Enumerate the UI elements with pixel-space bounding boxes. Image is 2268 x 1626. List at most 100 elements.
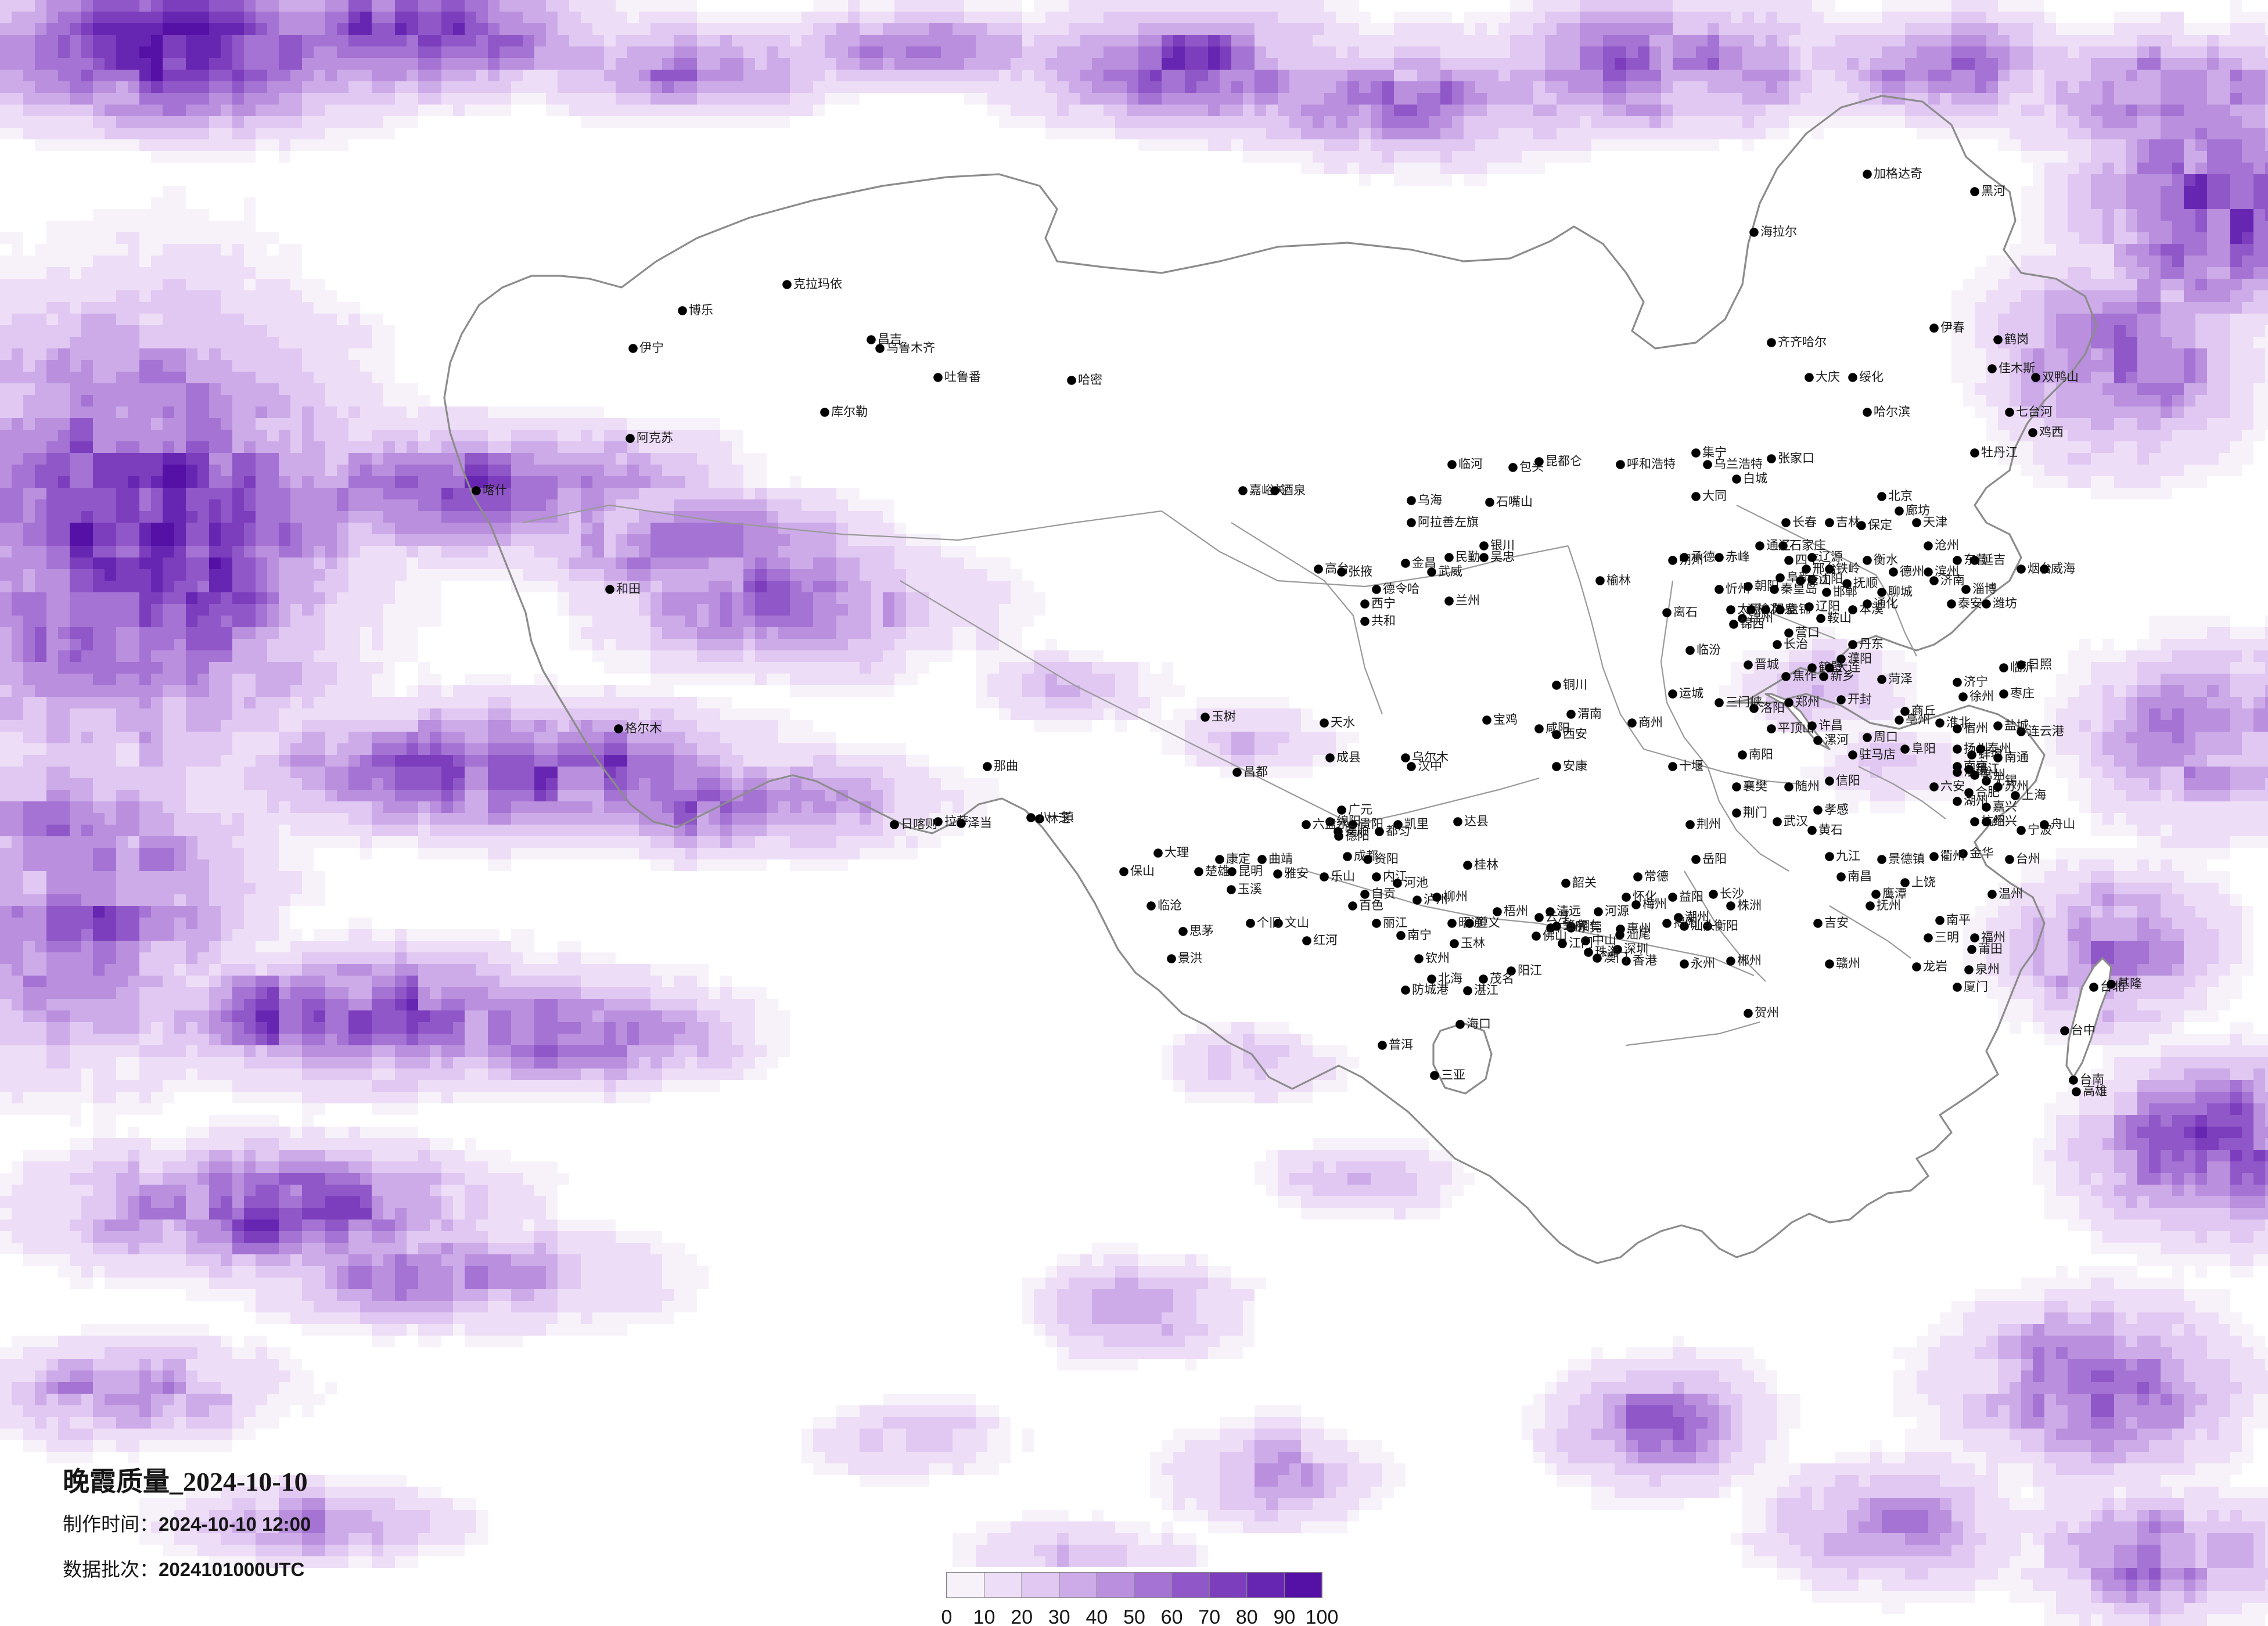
svg-text:盐城: 盐城 [2004, 719, 2029, 732]
svg-text:雅安: 雅安 [1284, 867, 1309, 880]
svg-text:营口: 营口 [1795, 626, 1820, 639]
svg-text:洛阳: 洛阳 [1760, 702, 1785, 715]
svg-text:莆田: 莆田 [1978, 942, 2003, 956]
svg-text:台南: 台南 [2080, 1073, 2104, 1087]
svg-text:北京: 北京 [1888, 490, 1913, 503]
svg-text:临汾: 临汾 [1696, 643, 1721, 657]
svg-text:荆州: 荆州 [1696, 818, 1721, 831]
svg-text:温州: 温州 [1999, 887, 2023, 901]
svg-text:茂名: 茂名 [1490, 972, 1514, 985]
svg-text:赤峰: 赤峰 [1726, 551, 1750, 564]
svg-text:延吉: 延吉 [1981, 553, 2005, 567]
svg-text:秦皇岛: 秦皇岛 [1781, 582, 1817, 596]
svg-text:铜川: 铜川 [1563, 678, 1587, 692]
svg-text:龙岩: 龙岩 [1923, 960, 1947, 973]
svg-text:伊宁: 伊宁 [639, 341, 664, 355]
svg-text:榆林: 榆林 [1606, 574, 1631, 587]
svg-text:乌海: 乌海 [1418, 494, 1442, 507]
svg-text:常德: 常德 [1644, 870, 1669, 883]
svg-text:基隆: 基隆 [2118, 977, 2142, 991]
svg-text:楚雄: 楚雄 [1205, 865, 1230, 878]
svg-text:高雄: 高雄 [2083, 1085, 2107, 1098]
svg-text:红河: 红河 [1313, 934, 1338, 947]
svg-text:博乐: 博乐 [689, 304, 713, 317]
svg-text:吉安: 吉安 [1824, 916, 1849, 930]
svg-text:阿拉善左旗: 阿拉善左旗 [1418, 516, 1479, 529]
svg-text:台中: 台中 [2071, 1024, 2096, 1037]
svg-text:那曲: 那曲 [994, 760, 1018, 773]
svg-text:80: 80 [1236, 1606, 1258, 1626]
svg-text:驻马店: 驻马店 [1859, 748, 1896, 761]
svg-text:镇江: 镇江 [1975, 762, 2000, 776]
svg-text:10: 10 [973, 1606, 995, 1626]
svg-text:益阳: 益阳 [1679, 890, 1703, 904]
svg-text:离石: 离石 [1673, 606, 1698, 619]
svg-text:日照: 日照 [2028, 658, 2052, 671]
svg-text:张家口: 张家口 [1778, 452, 1814, 465]
svg-text:吉林: 吉林 [1836, 516, 1860, 529]
svg-text:湛江: 湛江 [1474, 984, 1498, 997]
svg-text:岳阳: 岳阳 [1702, 852, 1727, 866]
svg-text:100: 100 [1306, 1606, 1339, 1626]
svg-text:都匀: 都匀 [1386, 825, 1410, 838]
svg-text:西安: 西安 [1563, 728, 1587, 741]
svg-text:揭阳: 揭阳 [1673, 916, 1698, 930]
svg-text:长治: 长治 [1784, 638, 1808, 651]
svg-text:保定: 保定 [1868, 519, 1892, 532]
svg-text:枣庄: 枣庄 [2010, 687, 2035, 700]
svg-text:临河: 临河 [1458, 458, 1483, 471]
svg-text:20: 20 [1011, 1606, 1033, 1626]
svg-text:吴忠: 吴忠 [1490, 551, 1515, 564]
svg-text:保山: 保山 [1130, 865, 1155, 878]
svg-text:梅州: 梅州 [1642, 898, 1667, 911]
svg-text:安康: 安康 [1563, 760, 1587, 773]
svg-text:玉溪: 玉溪 [1238, 883, 1262, 896]
svg-text:90: 90 [1273, 1606, 1295, 1626]
svg-text:中山: 中山 [1592, 934, 1616, 947]
svg-text:乌鲁木齐: 乌鲁木齐 [886, 341, 935, 355]
svg-text:襄樊: 襄樊 [1743, 780, 1767, 793]
svg-text:60: 60 [1161, 1606, 1183, 1626]
svg-text:鹤岗: 鹤岗 [2004, 333, 2029, 346]
svg-text:大庆: 大庆 [1816, 370, 1840, 384]
svg-text:牡丹江: 牡丹江 [1981, 446, 2018, 459]
svg-text:徐州: 徐州 [1969, 690, 1994, 703]
svg-text:桂林: 桂林 [1474, 858, 1498, 872]
svg-text:0: 0 [941, 1606, 953, 1626]
svg-text:厦门: 厦门 [1964, 980, 1988, 994]
svg-text:泽当: 泽当 [968, 816, 992, 830]
svg-text:通辽: 通辽 [1766, 539, 1791, 552]
svg-text:衡水: 衡水 [1874, 553, 1898, 567]
svg-text:嘉兴: 嘉兴 [1993, 800, 2017, 814]
svg-text:曲靖: 曲靖 [1268, 852, 1293, 866]
svg-text:丹东: 丹东 [1859, 638, 1884, 651]
svg-text:鞍山: 鞍山 [1827, 611, 1852, 625]
svg-text:河池: 河池 [1404, 876, 1428, 890]
svg-text:三明: 三明 [1935, 931, 1959, 944]
svg-text:达县: 达县 [1464, 815, 1489, 828]
svg-text:云浮: 云浮 [1545, 911, 1570, 924]
svg-text:临沧: 临沧 [1158, 899, 1182, 912]
svg-text:长春: 长春 [1792, 516, 1817, 529]
svg-text:德令哈: 德令哈 [1383, 582, 1419, 596]
svg-text:伊春: 伊春 [1940, 321, 1965, 334]
svg-text:上海: 上海 [2022, 789, 2046, 802]
svg-text:阜阳: 阜阳 [1911, 742, 1936, 756]
svg-text:通化: 通化 [1874, 597, 1898, 610]
svg-text:昆都仑: 昆都仑 [1545, 455, 1582, 468]
svg-text:海拉尔: 海拉尔 [1760, 225, 1797, 239]
svg-text:淄博: 淄博 [1972, 582, 1997, 596]
svg-text:柳州: 柳州 [1443, 890, 1468, 904]
svg-text:开封: 开封 [1848, 693, 1872, 706]
svg-text:民勤: 民勤 [1455, 551, 1480, 564]
svg-text:菏泽: 菏泽 [1888, 672, 1913, 686]
svg-text:鸡西: 鸡西 [2039, 426, 2064, 439]
svg-text:焦作: 焦作 [1792, 670, 1817, 683]
svg-text:台州: 台州 [2016, 852, 2040, 866]
svg-text:库尔勒: 库尔勒 [831, 405, 868, 419]
svg-text:晋城: 晋城 [1755, 658, 1779, 671]
svg-text:乌兰浩特: 乌兰浩特 [1714, 458, 1763, 471]
svg-text:景洪: 景洪 [1178, 952, 1202, 965]
svg-text:九江: 九江 [1836, 850, 1860, 863]
svg-text:运城: 运城 [1679, 687, 1703, 700]
